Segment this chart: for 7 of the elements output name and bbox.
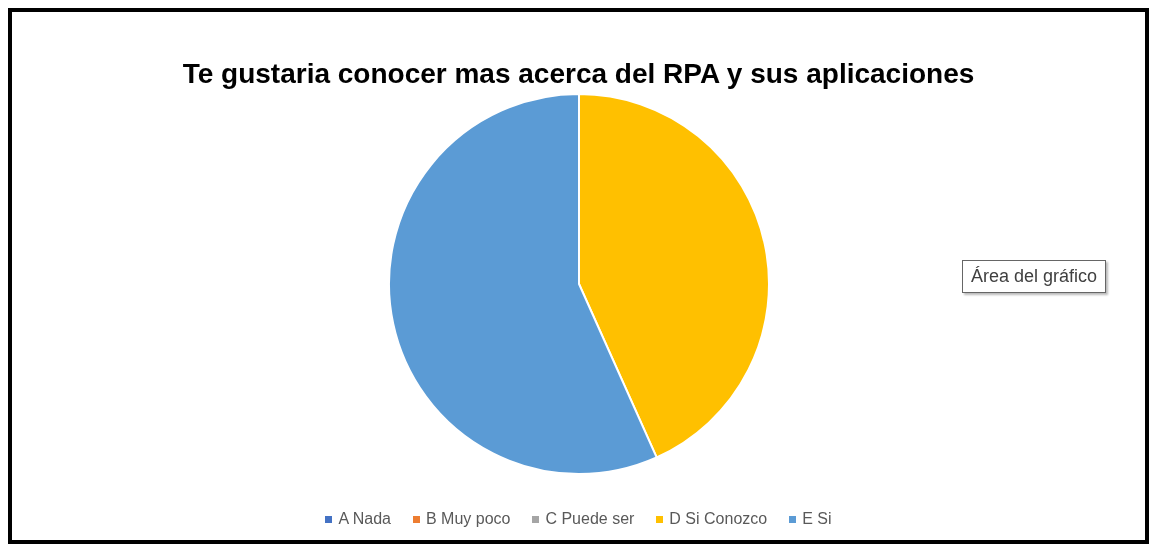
legend-label: B Muy poco: [424, 510, 511, 528]
legend-label: C Puede ser: [544, 510, 635, 528]
text: Área del gráfico: [962, 260, 1107, 293]
legend-label: A Nada: [337, 510, 391, 528]
legend-label: D Si Conozco: [668, 510, 768, 528]
legend-label: E Si: [801, 510, 832, 528]
chart-title: Te gustaria conocer mas acerca del RPA y sus aplicaciones: [181, 58, 976, 90]
